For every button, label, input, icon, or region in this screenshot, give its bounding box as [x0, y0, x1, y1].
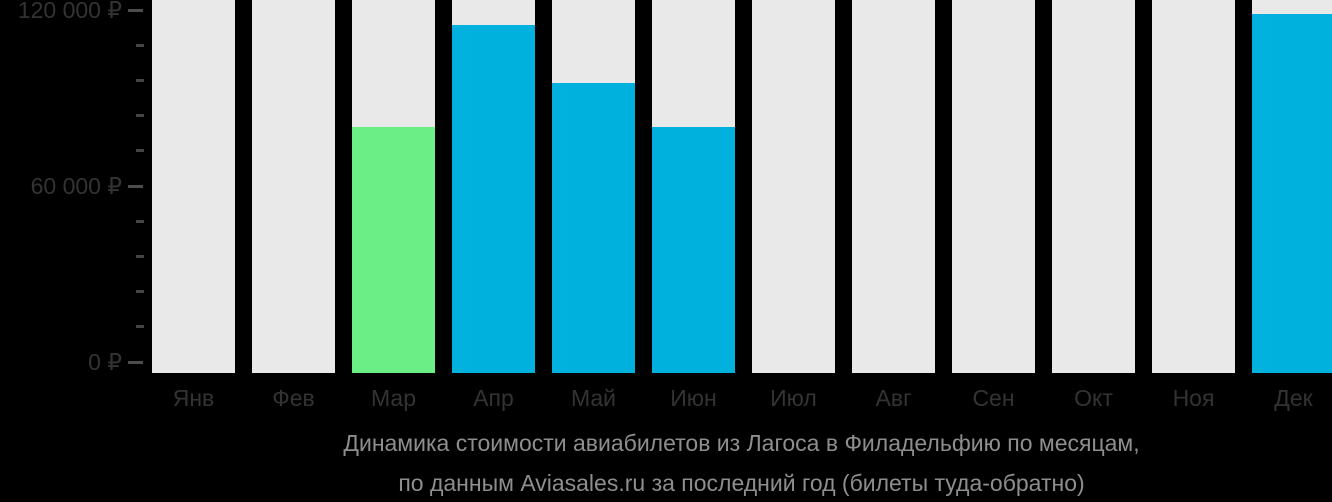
- x-axis-label-sep: Сен: [972, 385, 1015, 411]
- bar-column-apr[interactable]: [452, 0, 535, 373]
- chart-title-line1: Динамика стоимости авиабилетов из Лагоса…: [343, 430, 1140, 456]
- x-axis-label-mar: Мар: [370, 385, 416, 411]
- y-axis-tick: [128, 184, 143, 188]
- y-axis: 0 ₽ 60 000 ₽ 120 000 ₽: [0, 0, 150, 375]
- y-axis-label: 0 ₽: [88, 349, 122, 375]
- x-axis: Янв Фев Мар Апр Май Июн Июл Авг Сен Окт Ноя Дек: [151, 383, 1332, 413]
- bar-jun[interactable]: [652, 127, 735, 373]
- x-axis-label-apr: Апр: [473, 385, 514, 411]
- x-axis-label-oct: Окт: [1074, 385, 1113, 411]
- bar-column-nov[interactable]: [1152, 0, 1235, 373]
- y-axis-tick: [128, 360, 143, 364]
- chart-title-line2: по данным Aviasales.ru за последний год …: [398, 470, 1085, 496]
- bar-column-jun[interactable]: [652, 0, 735, 373]
- chart-title: Динамика стоимости авиабилетов из Лагоса…: [151, 428, 1332, 498]
- x-axis-label-may: Май: [570, 385, 617, 411]
- bar-background: [1152, 0, 1235, 373]
- bar-column-mar[interactable]: [352, 0, 435, 373]
- y-axis-tick: [128, 8, 143, 12]
- x-axis-label-feb: Фев: [272, 385, 315, 411]
- y-axis-minor-tick: [136, 114, 144, 118]
- bar-background: [752, 0, 835, 373]
- bar-background: [1052, 0, 1135, 373]
- x-axis-label-dec: Дек: [1274, 385, 1313, 411]
- y-axis-minor-tick: [136, 78, 144, 82]
- bar-column-feb[interactable]: [252, 0, 335, 373]
- bar-column-oct[interactable]: [1052, 0, 1135, 373]
- bar-background: [852, 0, 935, 373]
- bar-background: [252, 0, 335, 373]
- bar-column-aug[interactable]: [852, 0, 935, 373]
- y-axis-minor-tick: [136, 254, 144, 258]
- bar-mar[interactable]: [352, 127, 435, 373]
- y-axis-label: 120 000 ₽: [17, 0, 122, 23]
- bar-background: [152, 0, 235, 373]
- y-axis-minor-tick: [136, 43, 144, 47]
- bar-apr[interactable]: [452, 24, 535, 373]
- bar-column-jan[interactable]: [152, 0, 235, 373]
- y-axis-minor-tick: [136, 325, 144, 329]
- bar-column-may[interactable]: [552, 0, 635, 373]
- x-axis-label-jun: Июн: [670, 385, 717, 411]
- bar-column-jul[interactable]: [752, 0, 835, 373]
- bar-column-sep[interactable]: [952, 0, 1035, 373]
- x-axis-label-nov: Ноя: [1172, 385, 1215, 411]
- x-axis-label-jan: Янв: [172, 385, 215, 411]
- y-axis-minor-tick: [136, 290, 144, 294]
- bar-dec[interactable]: [1252, 14, 1332, 373]
- x-axis-label-aug: Авг: [875, 385, 912, 411]
- y-axis-minor-tick: [136, 149, 144, 153]
- bar-background: [952, 0, 1035, 373]
- y-axis-label: 60 000 ₽: [30, 173, 122, 199]
- x-axis-label-jul: Июл: [770, 385, 817, 411]
- bar-may[interactable]: [552, 83, 635, 373]
- plot-area: [151, 0, 1332, 373]
- bar-column-dec[interactable]: [1252, 0, 1332, 373]
- y-axis-minor-tick: [136, 219, 144, 223]
